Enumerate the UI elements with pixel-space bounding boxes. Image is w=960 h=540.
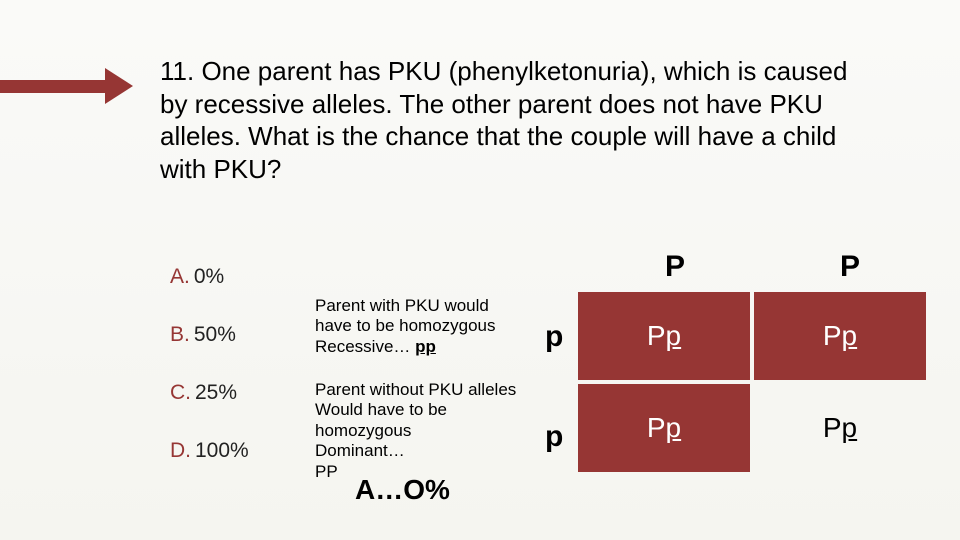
- option-A[interactable]: A.0%: [170, 265, 249, 289]
- explain2-line3: homozygous: [315, 421, 411, 440]
- explain1-line2: have to be homozygous: [315, 316, 496, 335]
- question-text: 11. One parent has PKU (phenylketonuria)…: [160, 55, 880, 185]
- option-B-letter: B.: [170, 323, 190, 346]
- punnett-cell-1-2: Pp: [754, 292, 926, 380]
- answer-reveal: A…O%: [355, 474, 450, 506]
- punnett-cell-2-2: Pp: [754, 384, 926, 472]
- option-B-text: 50%: [194, 323, 236, 346]
- option-D[interactable]: D.100%: [170, 439, 249, 463]
- accent-arrow: [0, 68, 133, 104]
- option-D-letter: D.: [170, 439, 191, 462]
- cell-2-2-small: p: [842, 412, 858, 443]
- explain2-line4: Dominant…: [315, 441, 405, 460]
- punnett-row-head-2: p: [545, 420, 563, 454]
- option-B[interactable]: B.50%: [170, 323, 249, 347]
- explain1-line1: Parent with PKU would: [315, 296, 489, 315]
- punnett-row-head-1: p: [545, 320, 563, 354]
- option-A-letter: A.: [170, 265, 190, 288]
- explanation-2: Parent without PKU alleles Would have to…: [315, 380, 550, 482]
- punnett-col-head-2: P: [840, 250, 860, 284]
- option-D-text: 100%: [195, 439, 249, 462]
- option-C-letter: C.: [170, 381, 191, 404]
- punnett-cell-1-1: Pp: [578, 292, 750, 380]
- cell-1-1-big: P: [647, 320, 666, 351]
- option-A-text: 0%: [194, 265, 224, 288]
- explain1-line3-u: pp: [415, 337, 436, 356]
- option-C[interactable]: C.25%: [170, 381, 249, 405]
- explain2-line2: Would have to be: [315, 400, 447, 419]
- explain1-line3-pre: Recessive…: [315, 337, 415, 356]
- cell-2-2-big: P: [823, 412, 842, 443]
- explain2-line1: Parent without PKU alleles: [315, 380, 516, 399]
- cell-2-1-small: p: [666, 412, 682, 443]
- cell-2-1-big: P: [647, 412, 666, 443]
- arrow-bar: [0, 80, 105, 93]
- explanation-1: Parent with PKU would have to be homozyg…: [315, 296, 550, 357]
- cell-1-2-big: P: [823, 320, 842, 351]
- punnett-cell-2-1: Pp: [578, 384, 750, 472]
- cell-1-1-small: p: [666, 320, 682, 351]
- cell-1-2-small: p: [842, 320, 858, 351]
- option-C-text: 25%: [195, 381, 237, 404]
- arrow-head: [105, 68, 133, 104]
- punnett-col-head-1: P: [665, 250, 685, 284]
- explain2-line5: PP: [315, 462, 338, 481]
- answer-options: A.0% B.50% C.25% D.100%: [170, 265, 249, 497]
